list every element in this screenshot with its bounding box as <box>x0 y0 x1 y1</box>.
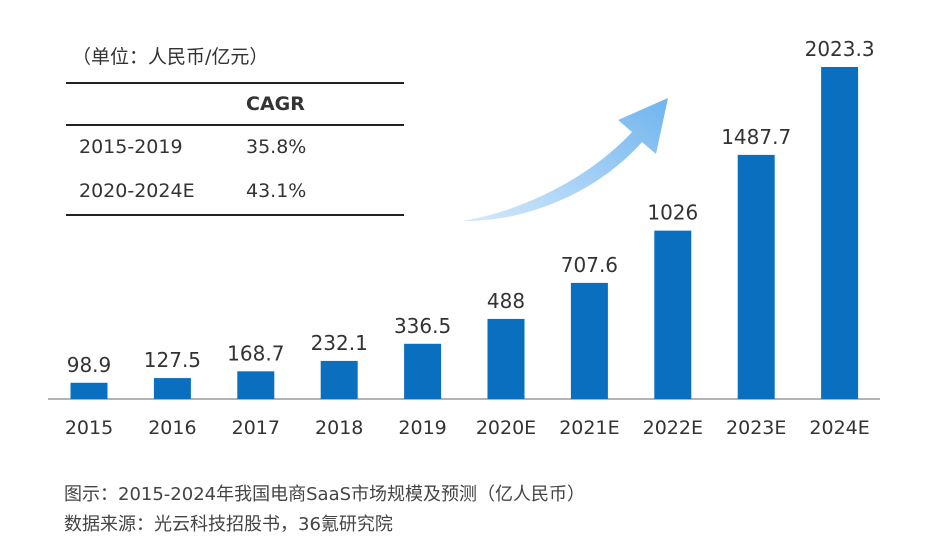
x-tick-label: 2016 <box>148 417 196 439</box>
x-tick-label-group: 2015 2016 2017 2018 2019 2020E 2021E 2022E 2023E… <box>65 417 870 439</box>
table-row: 2020-2024E 43.1% <box>66 170 404 214</box>
growth-arrow-icon <box>462 98 668 222</box>
bar-series <box>70 67 859 399</box>
rate-cell: 35.8% <box>246 136 307 158</box>
table-header-rule <box>66 124 404 126</box>
value-label: 707.6 <box>561 253 618 277</box>
bar-2024E <box>821 67 859 399</box>
table-top-rule <box>66 82 404 84</box>
value-label: 168.7 <box>227 341 284 365</box>
value-label: 98.9 <box>67 353 112 377</box>
data-source: 数据来源：光云科技招股书，36氪研究院 <box>64 514 393 535</box>
x-tick-label: 2015 <box>65 417 113 439</box>
bar-2020E <box>487 318 525 399</box>
x-tick-label: 2017 <box>232 417 280 439</box>
bar-2017 <box>237 371 275 399</box>
x-tick-label: 2024E <box>809 417 869 439</box>
unit-label: （单位：人民币/亿元） <box>72 46 269 68</box>
x-tick-label: 2023E <box>726 417 786 439</box>
value-label: 1026 <box>647 201 698 225</box>
period-cell: 2015-2019 <box>79 136 183 158</box>
bar-2021E <box>570 282 608 399</box>
value-label: 2023.3 <box>805 37 875 61</box>
bar-2015 <box>70 382 108 399</box>
rate-cell: 43.1% <box>246 180 307 202</box>
bar-2019 <box>404 343 442 399</box>
bar-2022E <box>654 230 692 399</box>
x-tick-label: 2020E <box>476 417 536 439</box>
bar-2023E <box>737 154 775 399</box>
value-label: 336.5 <box>394 314 451 338</box>
x-tick-label: 2019 <box>398 417 446 439</box>
period-cell: 2020-2024E <box>79 180 195 202</box>
table-bottom-rule <box>66 214 404 216</box>
value-label: 232.1 <box>311 331 368 355</box>
table-row: 2015-2019 35.8% <box>66 126 404 170</box>
value-label: 127.5 <box>144 348 201 372</box>
cagr-header: CAGR <box>246 93 305 115</box>
value-label: 488 <box>487 289 525 313</box>
bar-2018 <box>320 360 358 399</box>
bar-2016 <box>153 378 191 399</box>
x-tick-label: 2022E <box>643 417 703 439</box>
cagr-table: CAGR 2015-2019 35.8% 2020-2024E 43.1% <box>66 82 404 216</box>
value-label-group: 98.9 127.5 168.7 232.1 336.5 488 707.6 1026 1487… <box>67 37 875 377</box>
x-tick-label: 2018 <box>315 417 363 439</box>
value-label: 1487.7 <box>721 125 791 149</box>
x-tick-label: 2021E <box>559 417 619 439</box>
chart-caption: 图示：2015-2024年我国电商SaaS市场规模及预测（亿人民币） <box>64 484 586 505</box>
table-header: CAGR <box>66 84 404 124</box>
